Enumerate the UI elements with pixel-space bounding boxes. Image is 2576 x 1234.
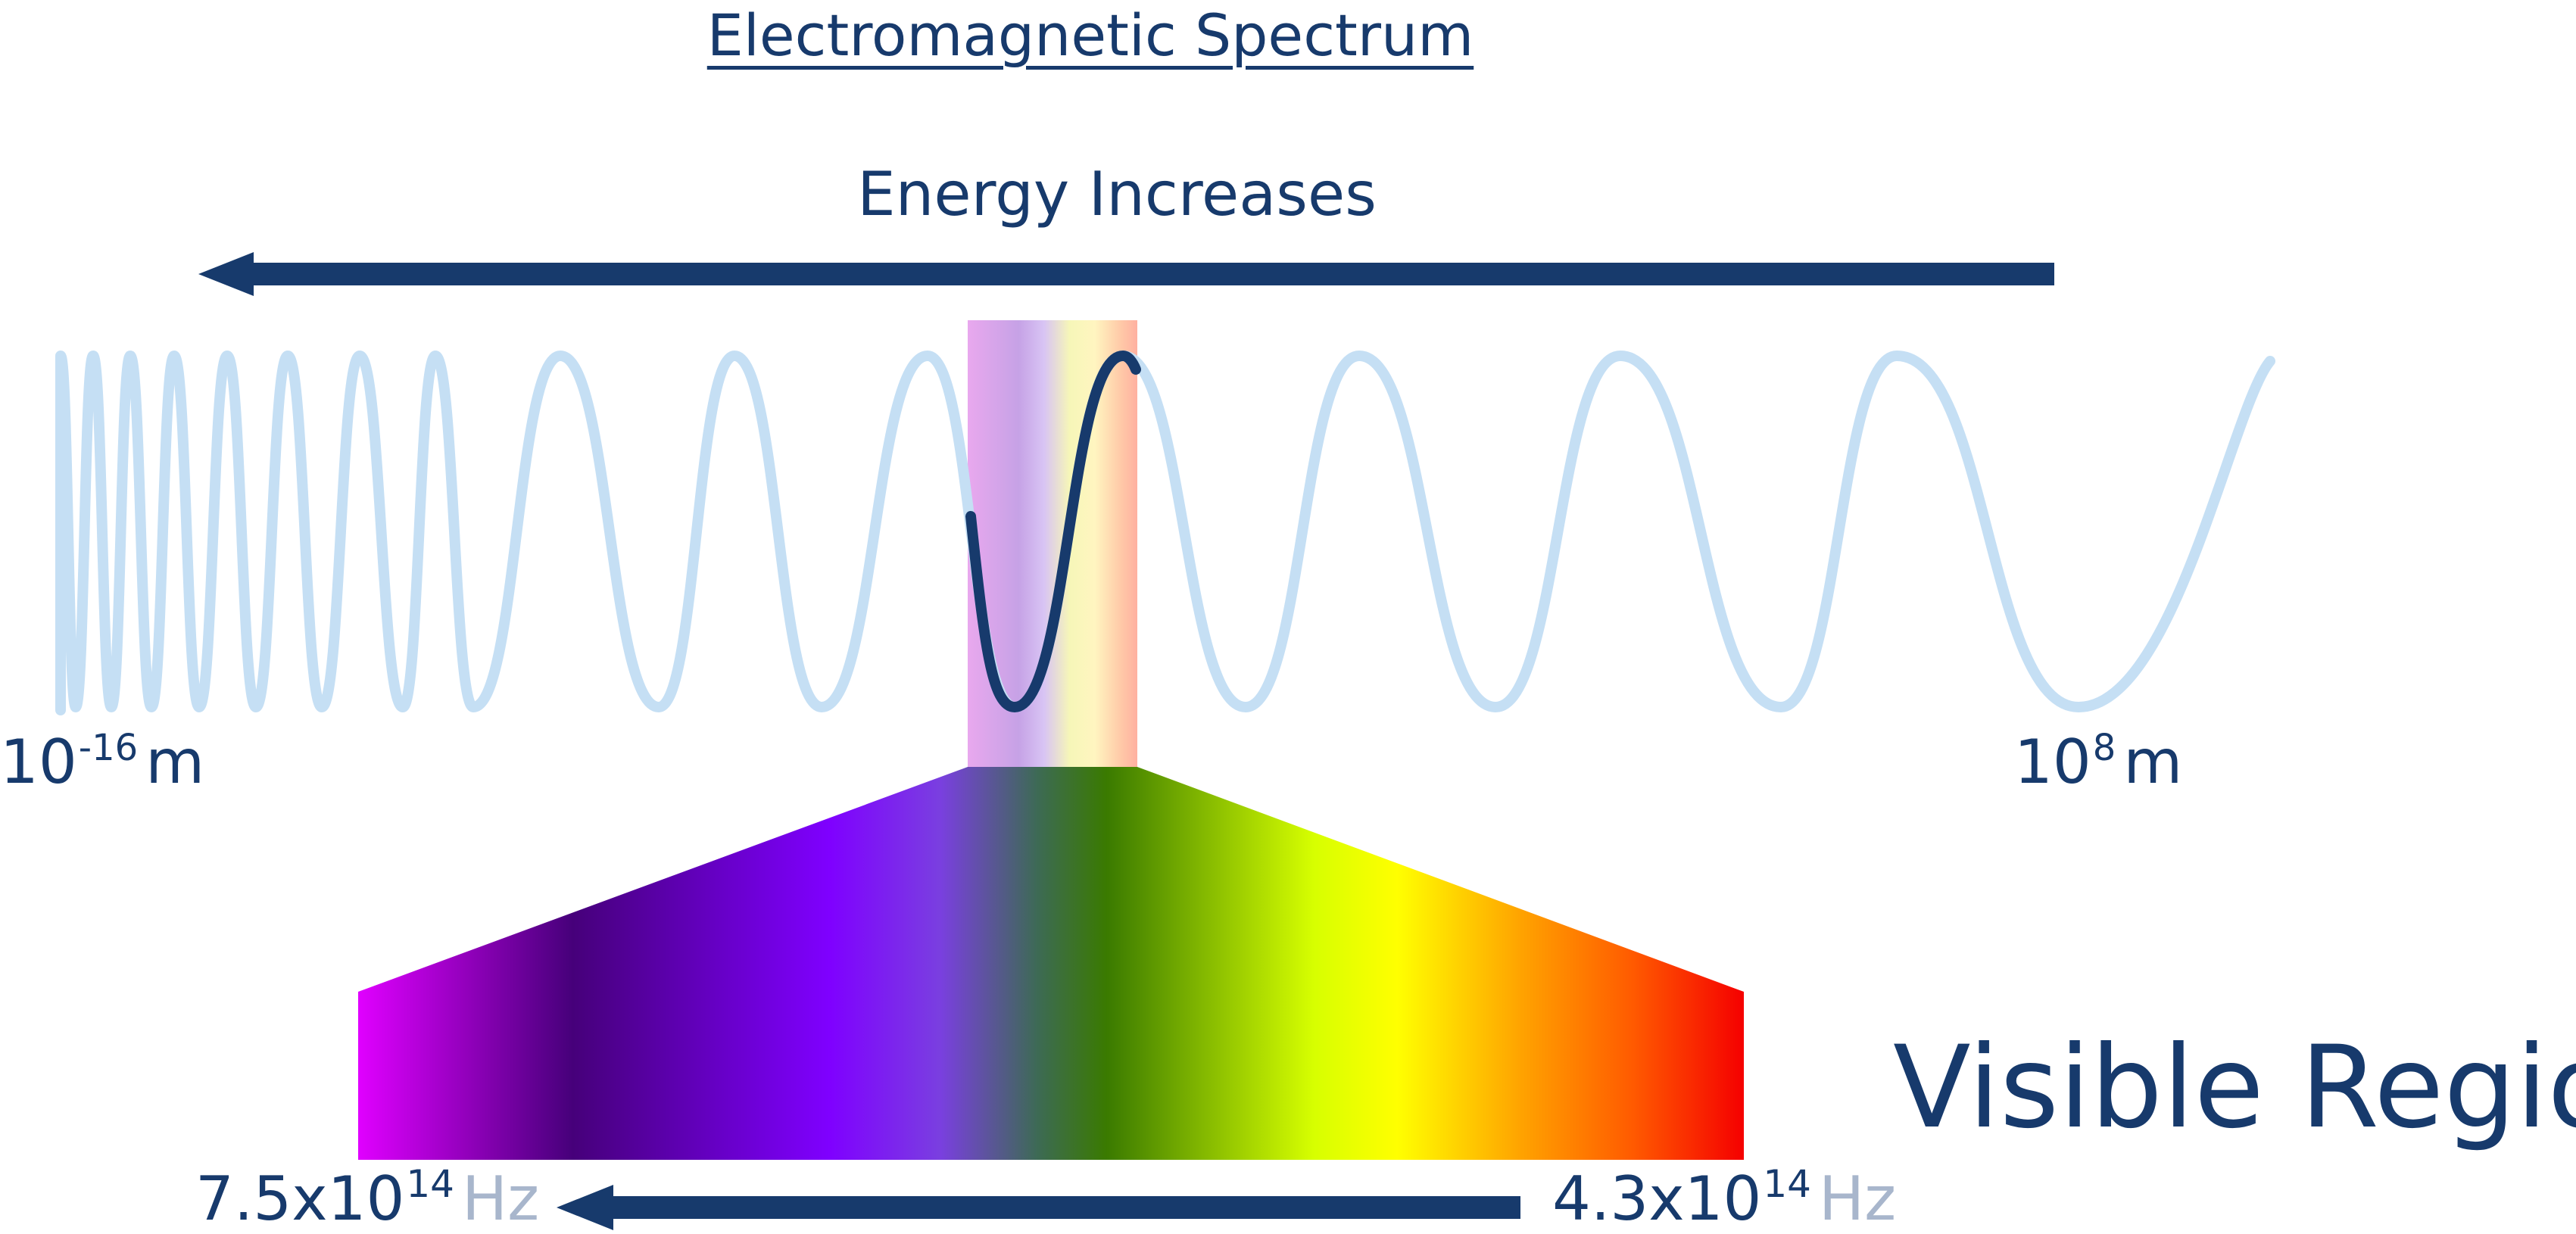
frequency-arrow (557, 1185, 1520, 1230)
energy-arrow (198, 252, 2054, 296)
visible-spectrum-gradient (358, 767, 1744, 1160)
energy-increases-label: Energy Increases (857, 159, 1377, 229)
min-wavelength-label: 10-16 m (0, 727, 205, 797)
high-frequency-label: 7.5x1014 Hz (195, 1162, 540, 1234)
visible-region-label: Visible Region (1893, 1022, 2576, 1154)
low-frequency-label: 4.3x1014 Hz (1552, 1162, 1897, 1234)
em-wave (55, 351, 2275, 715)
visible-wave-segment (965, 351, 1141, 712)
visible-band-highlight (968, 320, 1137, 767)
diagram-title: Electromagnetic Spectrum (706, 2, 1474, 69)
max-wavelength-label: 108 m (2014, 727, 2183, 797)
